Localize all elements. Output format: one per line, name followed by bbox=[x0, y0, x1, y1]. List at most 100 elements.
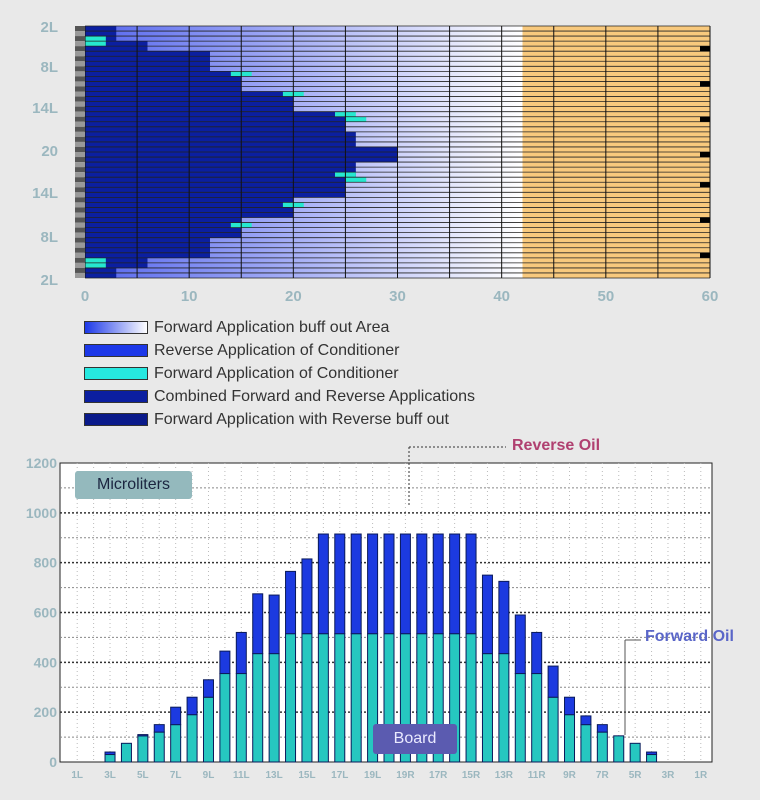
bar-y-tick: 1000 bbox=[26, 505, 57, 521]
row-stub bbox=[75, 247, 85, 253]
reverse-extent-row bbox=[85, 31, 117, 37]
heatmap-y-label: 2L bbox=[40, 272, 58, 289]
bar-x-tick: 19R bbox=[396, 770, 415, 781]
row-stub bbox=[75, 66, 85, 72]
forward-marker bbox=[85, 257, 106, 263]
forward-oil-bar bbox=[613, 735, 625, 763]
reverse-extent-row bbox=[85, 51, 210, 57]
bar-x-tick: 5R bbox=[629, 770, 643, 781]
row-stub bbox=[75, 267, 85, 273]
reverse-oil-bar bbox=[367, 533, 379, 635]
forward-oil-bar bbox=[186, 714, 198, 763]
forward-oil-bar bbox=[104, 754, 116, 763]
legend-swatch bbox=[84, 367, 148, 380]
row-stub bbox=[75, 86, 85, 92]
bar-x-tick: 5L bbox=[137, 770, 149, 781]
bar-x-tick: 19L bbox=[364, 770, 381, 781]
reverse-oil-bar bbox=[416, 533, 428, 635]
reverse-oil-bar bbox=[547, 665, 559, 698]
forward-oil-bar bbox=[202, 696, 214, 763]
reverse-extent-row bbox=[85, 111, 346, 117]
bar-y-tick: 800 bbox=[34, 555, 58, 571]
bar-x-tick: 13R bbox=[495, 770, 514, 781]
reverse-oil-bar bbox=[432, 533, 444, 635]
row-stub bbox=[75, 136, 85, 142]
forward-oil-bar bbox=[120, 742, 132, 763]
reverse-extent-row bbox=[85, 222, 242, 228]
reverse-oil-bar bbox=[202, 679, 214, 698]
forward-oil-bar bbox=[137, 735, 149, 763]
bar-x-tick: 3R bbox=[662, 770, 676, 781]
forward-oil-bar bbox=[596, 731, 608, 763]
row-stub bbox=[75, 272, 85, 278]
reverse-extent-row bbox=[85, 187, 346, 193]
legend-label: Reverse Application of Conditioner bbox=[154, 341, 400, 359]
bar-x-tick: 9L bbox=[203, 770, 215, 781]
reverse-oil-bar bbox=[153, 724, 165, 733]
row-end-marker bbox=[700, 46, 710, 52]
heatmap-x-tick: 30 bbox=[389, 288, 406, 305]
row-stub bbox=[75, 116, 85, 122]
reverse-oil-bar bbox=[514, 614, 526, 675]
row-stub bbox=[75, 91, 85, 97]
heatmap-x-tick: 20 bbox=[285, 288, 302, 305]
row-stub bbox=[75, 26, 85, 32]
reverse-extent-row bbox=[85, 81, 242, 87]
row-end-marker bbox=[700, 182, 710, 188]
reverse-oil-bar bbox=[252, 593, 264, 655]
row-stub bbox=[75, 141, 85, 147]
reverse-extent-row bbox=[85, 76, 242, 82]
forward-oil-bar bbox=[498, 653, 510, 763]
forward-oil-bar bbox=[285, 633, 297, 763]
reverse-oil-bar bbox=[301, 558, 313, 635]
heatmap-y-label: 20 bbox=[41, 143, 58, 160]
reverse-extent-row bbox=[85, 192, 346, 198]
legend-swatch bbox=[84, 413, 148, 426]
heatmap-x-tick: 10 bbox=[181, 288, 198, 305]
heatmap-plot: 0 10 20 30 40 50 60 2L 8L 14L 20 14L 8L 2L bbox=[32, 19, 718, 305]
row-stub bbox=[75, 187, 85, 193]
reverse-oil-bar bbox=[580, 715, 592, 726]
row-stub bbox=[75, 71, 85, 77]
forward-oil-bar bbox=[481, 653, 493, 763]
reverse-oil-bar bbox=[268, 594, 280, 655]
forward-oil-bar bbox=[153, 731, 165, 763]
legend-item: Combined Forward and Reverse Application… bbox=[84, 385, 475, 408]
legend-item: Forward Application buff out Area bbox=[84, 316, 475, 339]
forward-marker bbox=[85, 41, 106, 47]
reverse-extent-row bbox=[85, 71, 242, 77]
row-stub bbox=[75, 41, 85, 47]
forward-oil-bar bbox=[301, 633, 313, 763]
reverse-extent-row bbox=[85, 237, 210, 243]
reverse-oil-bar bbox=[170, 706, 182, 726]
reverse-extent-row bbox=[85, 121, 346, 127]
row-stub bbox=[75, 152, 85, 158]
reverse-oil-bar bbox=[596, 724, 608, 733]
bar-y-tick: 600 bbox=[34, 605, 58, 621]
reverse-oil-bar bbox=[531, 631, 543, 675]
reverse-extent-row bbox=[85, 257, 148, 263]
row-stub bbox=[75, 61, 85, 67]
row-stub bbox=[75, 106, 85, 112]
row-stub bbox=[75, 177, 85, 183]
reverse-oil-bar bbox=[564, 696, 576, 716]
reverse-extent-row bbox=[85, 172, 356, 178]
reverse-extent-row bbox=[85, 272, 117, 278]
row-stub bbox=[75, 56, 85, 62]
reverse-extent-row bbox=[85, 126, 346, 132]
forward-oil-bar bbox=[531, 673, 543, 763]
row-stub bbox=[75, 242, 85, 248]
reverse-oil-bar bbox=[285, 570, 297, 635]
forward-oil-bar bbox=[564, 714, 576, 763]
bar-chart-plot: 0 200 400 600 800 1000 1200 1L 3L 5L 7L 9L 11L 13L 15L… bbox=[26, 446, 713, 781]
heatmap-x-tick: 50 bbox=[597, 288, 614, 305]
forward-marker bbox=[345, 177, 367, 183]
reverse-extent-row bbox=[85, 262, 148, 268]
forward-oil-bar bbox=[235, 673, 247, 763]
reverse-oil-bar bbox=[465, 533, 477, 635]
row-stub bbox=[75, 167, 85, 173]
bar-x-tick: 7L bbox=[170, 770, 182, 781]
reverse-oil-bar bbox=[449, 533, 461, 635]
forward-oil-bar bbox=[350, 633, 362, 763]
row-stub bbox=[75, 237, 85, 243]
